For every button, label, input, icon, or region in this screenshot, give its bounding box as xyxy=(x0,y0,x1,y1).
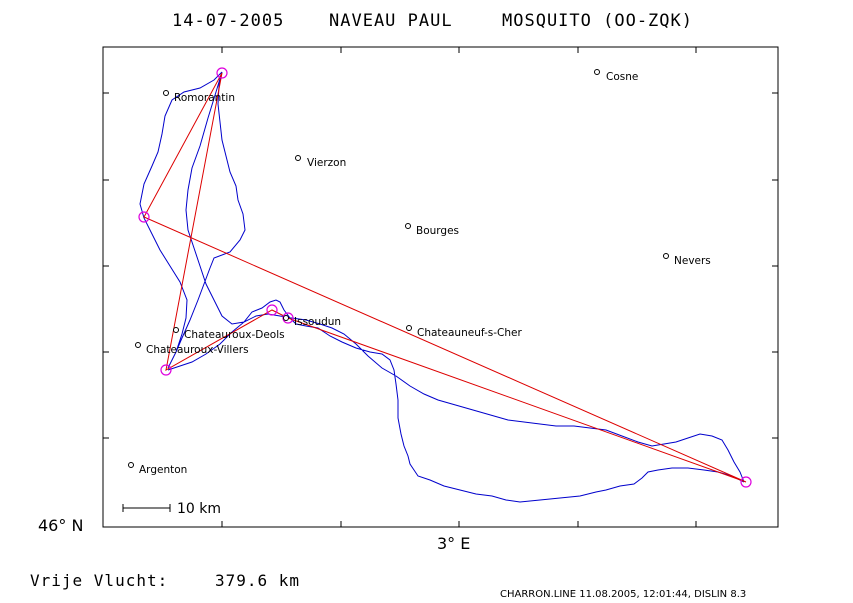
city-label-chateauroux-deols: Chateauroux-Deols xyxy=(184,329,285,341)
city-dot xyxy=(405,223,411,229)
city-label-nevers: Nevers xyxy=(674,255,711,267)
city-label-chateauneuf: Chateauneuf-s-Cher xyxy=(417,327,522,339)
footer-credit: CHARRON.LINE 11.08.2005, 12:01:44, DISLI… xyxy=(500,589,746,600)
city-dot xyxy=(663,253,669,259)
free-flight-label: Vrije Vlucht: xyxy=(30,571,168,590)
gps-track xyxy=(139,71,745,503)
city-dot xyxy=(295,155,301,161)
turnpoints xyxy=(138,67,752,488)
city-label-argenton: Argenton xyxy=(139,464,187,476)
city-dot xyxy=(128,462,134,468)
flight-date: 14-07-2005 xyxy=(172,11,284,31)
turnpoint-marker xyxy=(740,476,752,488)
pilot-name: NAVEAU PAUL xyxy=(329,11,453,31)
turnpoint-marker xyxy=(266,304,278,316)
city-dot xyxy=(594,69,600,75)
free-flight-distance: 379.6 km xyxy=(215,571,300,590)
map-frame xyxy=(102,46,779,528)
route-line xyxy=(143,72,747,483)
map-ticks xyxy=(103,47,778,527)
aircraft-name: MOSQUITO (OO-ZQK) xyxy=(502,11,693,31)
city-label-chateauroux-villers: Chateauroux-Villers xyxy=(146,344,249,356)
city-markers: Romorantin Cosne Vierzon Bourges Nevers … xyxy=(128,69,711,476)
turnpoint-marker xyxy=(160,364,172,376)
scale-bar: 10 km xyxy=(122,501,221,517)
turnpoint-marker xyxy=(216,67,228,79)
city-dot xyxy=(135,342,141,348)
turnpoint-marker xyxy=(138,211,150,223)
scale-label: 10 km xyxy=(177,501,221,517)
city-label-issoudun: Issoudun xyxy=(294,316,341,328)
longitude-label: 3° E xyxy=(437,534,470,553)
city-label-romorantin: Romorantin xyxy=(174,92,235,104)
city-dot xyxy=(173,327,179,333)
city-dot xyxy=(163,90,169,96)
latitude-label: 46° N xyxy=(38,516,83,535)
city-label-bourges: Bourges xyxy=(416,225,459,237)
city-dot xyxy=(283,315,289,321)
city-label-vierzon: Vierzon xyxy=(307,157,346,169)
city-dot xyxy=(406,325,412,331)
city-label-cosne: Cosne xyxy=(606,71,638,83)
